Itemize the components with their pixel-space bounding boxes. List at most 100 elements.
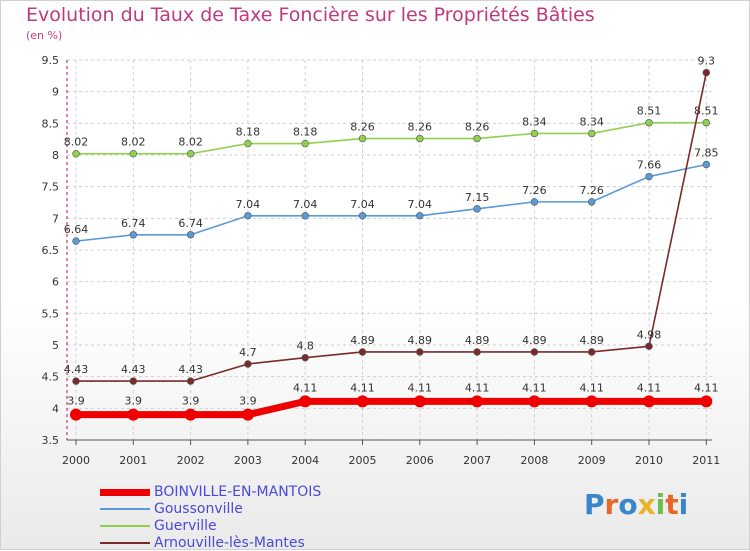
data-label: 4.11 (579, 381, 604, 394)
y-tick-label: 8 (52, 149, 59, 162)
data-point (301, 353, 309, 362)
y-tick-label: 4 (52, 402, 59, 415)
data-label: 4.43 (121, 363, 146, 376)
data-label: 3.9 (239, 395, 257, 408)
x-tick-label: 2002 (177, 454, 205, 467)
data-label: 8.51 (637, 105, 662, 118)
data-point (702, 68, 710, 77)
y-tick-label: 7.5 (42, 181, 60, 194)
data-label: 4.8 (296, 340, 314, 353)
x-tick-label: 2009 (578, 454, 606, 467)
data-point (72, 150, 80, 158)
data-label: 8.26 (465, 121, 490, 134)
data-point (186, 231, 195, 239)
x-tick-label: 2011 (692, 454, 720, 467)
legend-item: Guerville (100, 518, 420, 534)
proxiti-logo: Proxiti (584, 488, 689, 521)
data-label: 4.89 (350, 334, 375, 347)
data-label: 8.51 (694, 105, 719, 118)
data-label: 7.15 (465, 191, 490, 204)
y-tick-label: 3.5 (42, 434, 60, 447)
data-label: 8.26 (350, 121, 375, 134)
x-tick-label: 2003 (234, 454, 262, 467)
data-point (70, 408, 82, 421)
data-point (186, 377, 195, 385)
data-point (528, 395, 541, 408)
y-tick-label: 5 (52, 339, 59, 352)
data-point (587, 129, 596, 138)
data-label: 6.74 (178, 217, 203, 230)
data-point (643, 395, 655, 408)
data-label: 8.02 (121, 136, 146, 149)
y-tick-label: 4.5 (42, 371, 60, 384)
data-label: 8.02 (64, 136, 89, 149)
data-label: 4.7 (239, 346, 257, 359)
data-point (129, 231, 138, 239)
data-point (645, 342, 653, 350)
data-point (473, 205, 481, 213)
data-point (702, 118, 710, 127)
data-point (129, 377, 138, 385)
data-label: 6.74 (121, 217, 146, 230)
data-label: 6.64 (64, 223, 89, 236)
data-point (645, 118, 653, 127)
data-point (244, 139, 252, 148)
data-point (356, 395, 369, 408)
data-point (587, 198, 596, 206)
data-point (72, 237, 80, 245)
data-point (358, 212, 367, 220)
data-label: 4.43 (178, 363, 203, 376)
data-label: 8.26 (408, 121, 433, 134)
data-label: 7.85 (694, 147, 719, 160)
data-point (471, 395, 484, 408)
series-line (76, 121, 707, 155)
data-point (413, 395, 426, 408)
data-point (184, 408, 197, 421)
data-point (700, 395, 713, 408)
data-point (127, 408, 140, 421)
data-point (301, 139, 309, 148)
data-label: 4.11 (465, 381, 490, 394)
data-point (358, 348, 367, 356)
data-point (416, 134, 424, 143)
series-line (76, 397, 707, 419)
y-tick-label: 6.5 (42, 244, 60, 257)
data-point (473, 348, 481, 356)
data-label: 7.04 (236, 198, 261, 211)
data-label: 4.89 (522, 334, 547, 347)
data-point (530, 348, 539, 356)
y-tick-label: 6 (52, 276, 59, 289)
y-tick-label: 5.5 (42, 307, 60, 320)
data-label: 7.26 (522, 184, 547, 197)
data-point (129, 150, 138, 158)
x-tick-label: 2006 (406, 454, 434, 467)
data-label: 8.18 (236, 126, 261, 139)
data-point (358, 134, 367, 143)
data-label: 4.89 (579, 334, 604, 347)
y-tick-label: 8.5 (42, 117, 60, 130)
data-label: 7.66 (637, 159, 662, 172)
data-label: 4.89 (465, 334, 490, 347)
legend-item: Arnouville-lès-Mantes (100, 535, 420, 551)
chart-unit-label: (en %) (26, 29, 63, 42)
x-tick-label: 2010 (635, 454, 663, 467)
data-point (416, 212, 424, 220)
y-tick-label: 9.5 (42, 54, 60, 67)
chart-title: Evolution du Taux de Taxe Foncière sur l… (26, 4, 595, 26)
x-tick-label: 2008 (520, 454, 548, 467)
data-point (244, 360, 252, 368)
data-label: 4.43 (64, 363, 89, 376)
legend-label: BOINVILLE-EN-MANTOIS (154, 484, 322, 500)
data-label: 8.34 (579, 115, 604, 128)
x-tick-label: 2007 (463, 454, 491, 467)
data-point (702, 160, 710, 169)
data-point (301, 212, 309, 220)
legend-label: Goussonville (154, 501, 243, 517)
data-label: 4.89 (408, 334, 433, 347)
data-point (416, 348, 424, 356)
legend-item: Goussonville (100, 501, 420, 517)
data-point (72, 377, 80, 385)
series-line (75, 163, 707, 242)
data-label: 8.18 (293, 126, 318, 139)
